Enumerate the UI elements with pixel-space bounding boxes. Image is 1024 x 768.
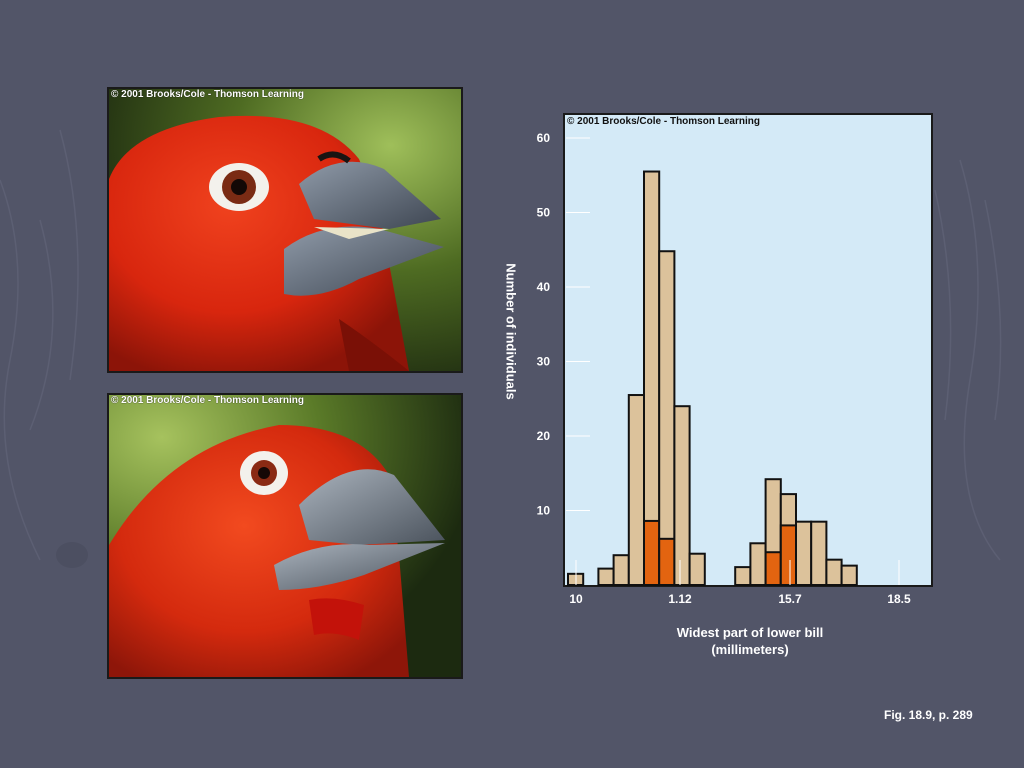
histogram-highlight-bar (658, 537, 676, 586)
y-tick-label: 60 (537, 131, 551, 145)
y-tick-label: 10 (537, 504, 551, 518)
histogram-bar (810, 520, 828, 586)
y-tick-label: 40 (537, 280, 551, 294)
y-axis-label: Number of individuals (503, 263, 519, 400)
x-tick-label: 18.5 (887, 592, 911, 606)
x-axis-label-line2: (millimeters) (711, 642, 789, 657)
y-tick-label: 20 (537, 429, 551, 443)
x-tick-label: 15.7 (778, 592, 802, 606)
histogram-highlight-bar (779, 524, 797, 587)
bird-photo-bottom: © 2001 Brooks/Cole - Thomson Learning (107, 393, 463, 679)
histogram-bar (825, 558, 843, 586)
bird-photo-top: © 2001 Brooks/Cole - Thomson Learning (107, 87, 463, 373)
histogram-bar (612, 554, 630, 587)
plot-area (563, 113, 933, 587)
histogram-bar (688, 552, 706, 587)
chart-credit: © 2001 Brooks/Cole - Thomson Learning (567, 116, 760, 127)
photo-credit: © 2001 Brooks/Cole - Thomson Learning (111, 89, 304, 100)
histogram-bar (673, 405, 691, 587)
x-axis-label-line1: Widest part of lower bill (676, 625, 824, 640)
histogram-bar (749, 542, 767, 587)
photo-credit: © 2001 Brooks/Cole - Thomson Learning (111, 395, 304, 406)
histogram-bar (734, 566, 752, 586)
x-tick-label: 10 (569, 592, 583, 606)
figure-caption: Fig. 18.9, p. 289 (884, 708, 973, 722)
histogram-bar (840, 564, 858, 587)
y-tick-label: 30 (537, 355, 551, 369)
histogram-bar (627, 394, 645, 586)
histogram-highlight-bar (764, 551, 782, 586)
x-axis-label: Widest part of lower bill (millimeters) (650, 624, 850, 658)
histogram-bar (658, 250, 676, 587)
histogram-bar (597, 567, 615, 586)
histogram-bar (795, 520, 813, 586)
histogram-highlight-bar (643, 519, 661, 586)
x-tick-label: 1.12 (668, 592, 692, 606)
y-tick-label: 50 (537, 206, 551, 220)
